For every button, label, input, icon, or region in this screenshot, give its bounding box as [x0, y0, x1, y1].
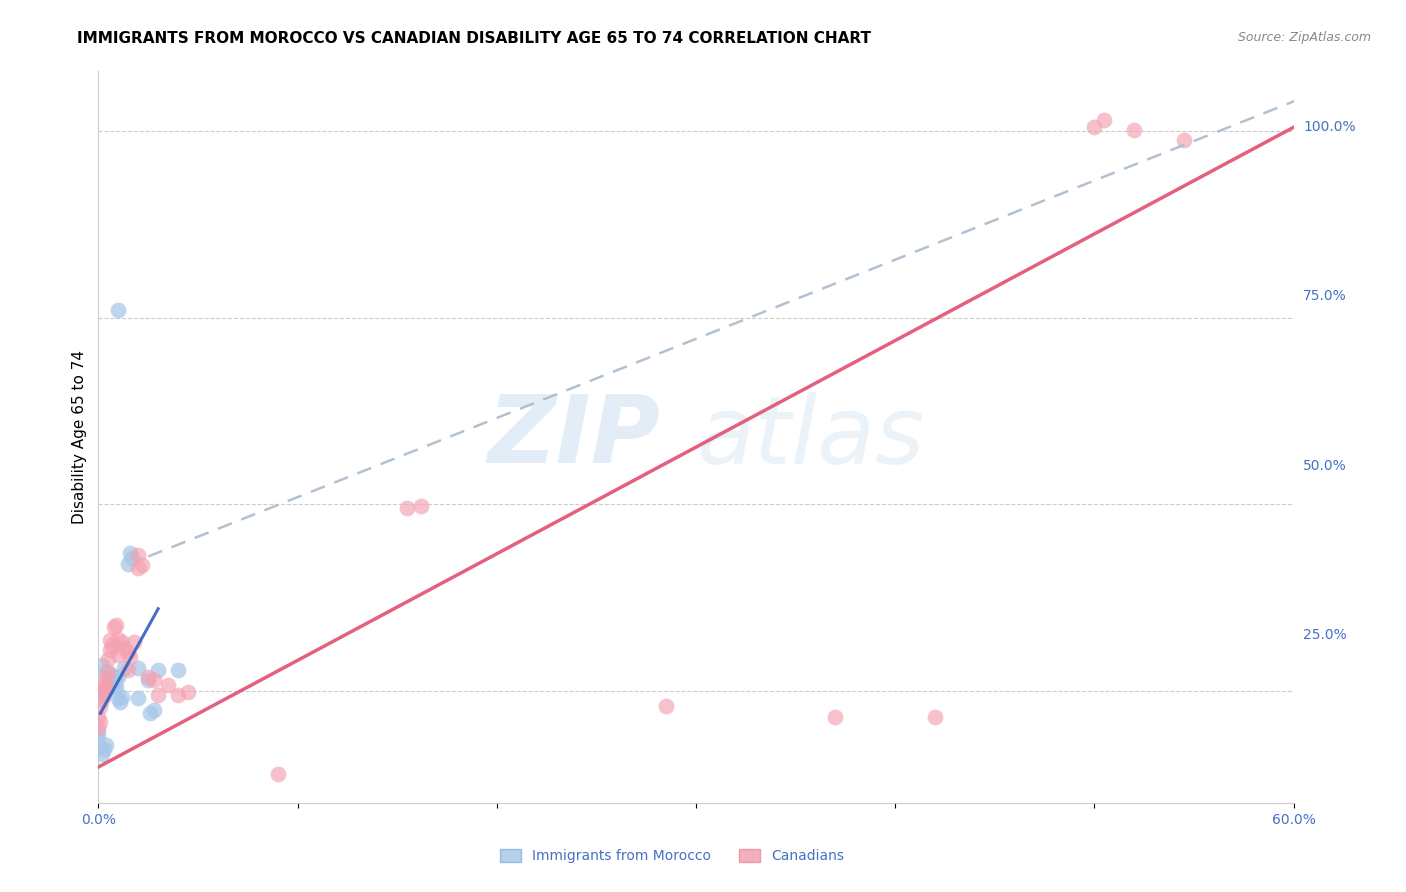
Point [91, 693, 114, 707]
Point [105, 680, 128, 694]
Point [411, 499, 433, 513]
Point [87, 725, 110, 739]
Point [87, 710, 110, 724]
Point [1083, 120, 1105, 135]
Point [93, 742, 115, 756]
Point [103, 678, 125, 692]
Point [105, 670, 128, 684]
Point [107, 632, 129, 646]
Point [98, 678, 122, 692]
Point [127, 691, 149, 706]
Point [120, 546, 142, 560]
Point [98, 642, 122, 657]
Point [101, 680, 124, 694]
Point [127, 661, 149, 675]
Point [105, 618, 128, 632]
Point [143, 673, 166, 687]
Point [136, 673, 159, 687]
Point [87, 721, 110, 735]
Point [107, 691, 129, 706]
Point [96, 678, 118, 692]
Point [117, 663, 139, 677]
Point [1092, 112, 1115, 127]
Point [107, 670, 129, 684]
Point [97, 670, 120, 684]
Point [103, 620, 125, 634]
Text: IMMIGRANTS FROM MOROCCO VS CANADIAN DISABILITY AGE 65 TO 74 CORRELATION CHART: IMMIGRANTS FROM MOROCCO VS CANADIAN DISA… [77, 31, 872, 46]
Point [111, 635, 134, 649]
Point [824, 710, 846, 724]
Point [655, 698, 678, 713]
Point [97, 665, 120, 680]
Point [120, 650, 142, 665]
Point [97, 652, 120, 666]
Point [143, 702, 166, 716]
Point [167, 688, 190, 702]
Point [157, 678, 180, 692]
Point [101, 638, 124, 652]
Point [87, 730, 110, 744]
Point [89, 739, 111, 754]
Point [93, 688, 115, 702]
Point [924, 710, 946, 724]
Point [124, 635, 146, 649]
Point [107, 648, 129, 662]
Y-axis label: Disability Age 65 to 74: Disability Age 65 to 74 [72, 350, 87, 524]
Text: atlas: atlas [696, 392, 924, 483]
Text: Source: ZipAtlas.com: Source: ZipAtlas.com [1237, 31, 1371, 45]
Point [98, 633, 122, 648]
Point [117, 645, 139, 659]
Point [91, 657, 114, 672]
Point [89, 700, 111, 714]
Point [96, 738, 118, 752]
Point [267, 767, 290, 781]
Point [136, 670, 159, 684]
Point [148, 688, 170, 702]
Point [396, 500, 419, 515]
Point [110, 695, 132, 709]
Point [127, 560, 149, 574]
Legend: Immigrants from Morocco, Canadians: Immigrants from Morocco, Canadians [495, 844, 849, 869]
Text: ZIP: ZIP [488, 391, 661, 483]
Point [91, 685, 114, 699]
Point [121, 551, 143, 566]
Point [96, 670, 118, 684]
Point [111, 690, 134, 704]
Point [112, 661, 135, 675]
Point [103, 673, 125, 687]
Point [89, 715, 111, 730]
Point [93, 678, 115, 692]
Point [139, 706, 162, 721]
Point [1173, 133, 1195, 147]
Point [98, 667, 122, 681]
Point [1123, 122, 1146, 136]
Point [93, 685, 115, 699]
Point [91, 747, 114, 762]
Point [97, 676, 120, 690]
Point [96, 665, 118, 680]
Point [167, 663, 190, 677]
Point [177, 685, 200, 699]
Point [148, 663, 170, 677]
Point [117, 557, 139, 571]
Point [127, 548, 149, 562]
Point [101, 670, 124, 684]
Point [131, 558, 153, 573]
Point [112, 640, 135, 655]
Point [107, 303, 129, 318]
